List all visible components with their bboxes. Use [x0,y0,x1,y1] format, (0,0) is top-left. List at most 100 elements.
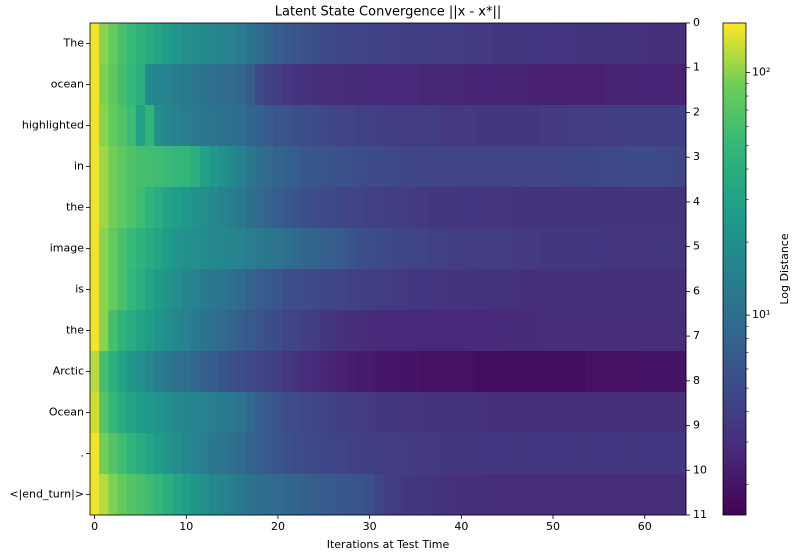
heatmap-cell [328,187,338,229]
heatmap-cell [502,269,513,311]
heatmap-cell [575,105,586,147]
heatmap-cell [99,269,109,311]
heatmap-cell [612,433,623,475]
heatmap-cell [255,187,265,229]
heatmap-cell [676,351,687,393]
heatmap-cell [594,269,604,311]
heatmap-cell [383,310,393,352]
heatmap-cell [502,351,513,393]
heatmap-cell [438,351,448,393]
heatmap-cell [447,351,458,393]
heatmap-cell [319,392,329,434]
heatmap-cell [575,228,586,270]
heatmap-cell [493,105,504,147]
heatmap-cell [667,433,678,475]
heatmap-cell [649,474,659,516]
heatmap-cell [401,269,412,311]
heatmap-cell [475,23,485,65]
heatmap-cell [649,146,659,188]
heatmap-cell [273,105,283,147]
heatmap-cell [621,433,632,475]
heatmap-cell [319,228,329,270]
heatmap-cell [630,351,641,393]
colorbar-tick-label: 10¹ [752,308,770,321]
heatmap-cell [603,23,614,65]
heatmap-cell [392,351,403,393]
heatmap-cell [255,392,265,434]
heatmap-cell [236,187,247,229]
heatmap-cell [227,146,238,188]
heatmap-cell [227,392,238,434]
heatmap-cell [154,105,164,147]
heatmap-cell [291,105,302,147]
heatmap-cell [273,146,283,188]
heatmap-cell [493,23,504,65]
heatmap-cell [585,228,595,270]
heatmap-cell [585,187,595,229]
heatmap-cell [355,310,366,352]
heatmap-cell [438,187,448,229]
heatmap-cell [245,310,256,352]
heatmap-cell [227,433,238,475]
heatmap-cell [456,228,467,270]
heatmap-cell [484,105,494,147]
heatmap-cell [374,64,384,106]
heatmap-cell [346,351,357,393]
heatmap-cell [475,105,485,147]
heatmap-cell [539,433,549,475]
heatmap-cell [236,105,247,147]
y2-tick-label: 3 [693,150,700,163]
heatmap-cell [346,187,357,229]
heatmap-cell [493,392,504,434]
heatmap-cell [530,474,540,516]
heatmap-cell [282,146,293,188]
heatmap-cell [640,474,650,516]
heatmap-cell [200,474,210,516]
heatmap-cell [438,228,448,270]
heatmap-cell [172,392,183,434]
y-tick-label: the [66,201,84,214]
heatmap-cell [594,23,604,65]
heatmap-cell [640,351,650,393]
heatmap-cell [667,23,678,65]
heatmap-cell [245,146,256,188]
heatmap-cell [218,310,228,352]
heatmap-cell [319,474,329,516]
heatmap-cell [640,392,650,434]
heatmap-cell [621,474,632,516]
heatmap-cell [200,433,210,475]
heatmap-cell [291,228,302,270]
heatmap-cell [135,146,146,188]
heatmap-cell [163,269,173,311]
heatmap-cell [585,351,595,393]
heatmap-cell [575,474,586,516]
heatmap-cell [520,269,531,311]
heatmap-cell [346,310,357,352]
heatmap-cell [282,269,293,311]
heatmap-cell [456,105,467,147]
heatmap-cell [328,474,338,516]
heatmap-cell [90,228,100,270]
heatmap-cell [282,474,293,516]
y-tick-label: highlighted [22,119,84,132]
heatmap-cell [438,269,448,311]
heatmap-cell [218,105,228,147]
heatmap-cell [90,351,100,393]
heatmap-cell [291,351,302,393]
heatmap-cell [90,392,100,434]
heatmap-cell [190,228,201,270]
heatmap-cell [594,64,604,106]
heatmap-cell [520,187,531,229]
heatmap-cell [99,187,109,229]
heatmap-cell [676,146,687,188]
heatmap-cell [557,23,568,65]
heatmap-cell [328,23,338,65]
heatmap-cell [163,64,173,106]
heatmap-cell [438,64,448,106]
heatmap-cell [346,228,357,270]
heatmap-cell [300,146,311,188]
heatmap-cell [630,228,641,270]
heatmap-cell [273,269,283,311]
heatmap-cell [539,351,549,393]
